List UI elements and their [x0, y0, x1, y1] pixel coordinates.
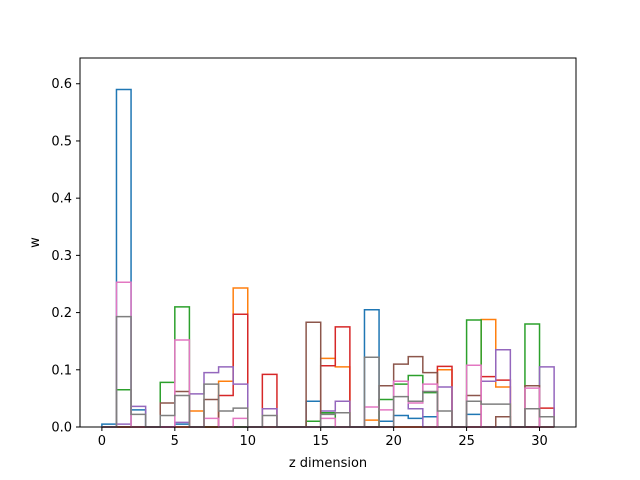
y-tick-label: 0.1 — [51, 363, 72, 378]
x-tick-label: 5 — [171, 434, 179, 449]
y-tick-label: 0.2 — [51, 306, 72, 321]
y-axis: 0.0 0.1 0.2 0.3 0.4 0.5 0.6 — [51, 77, 80, 436]
y-tick-label: 0.5 — [51, 134, 72, 149]
y-axis-label: w — [28, 237, 43, 248]
series-2-outline — [101, 287, 555, 428]
series-4-outline — [101, 313, 555, 428]
y-tick-label: 0.3 — [51, 249, 72, 264]
y-tick-label: 0.4 — [51, 192, 72, 207]
series-7-outline — [101, 281, 555, 428]
x-axis: 0 5 10 15 20 25 30 — [98, 427, 548, 449]
x-axis-label: z dimension — [289, 456, 367, 471]
y-tick-label: 0.0 — [51, 421, 72, 436]
x-tick-label: 20 — [385, 434, 402, 449]
x-tick-label: 0 — [98, 434, 106, 449]
x-tick-label: 30 — [531, 434, 548, 449]
series-8-outline — [101, 315, 555, 428]
series-layer — [101, 88, 555, 428]
x-tick-label: 10 — [239, 434, 256, 449]
y-tick-label: 0.6 — [51, 77, 72, 92]
x-tick-label: 25 — [458, 434, 475, 449]
plot-frame — [79, 57, 577, 428]
series-3-outline — [101, 306, 555, 428]
x-tick-label: 15 — [312, 434, 329, 449]
